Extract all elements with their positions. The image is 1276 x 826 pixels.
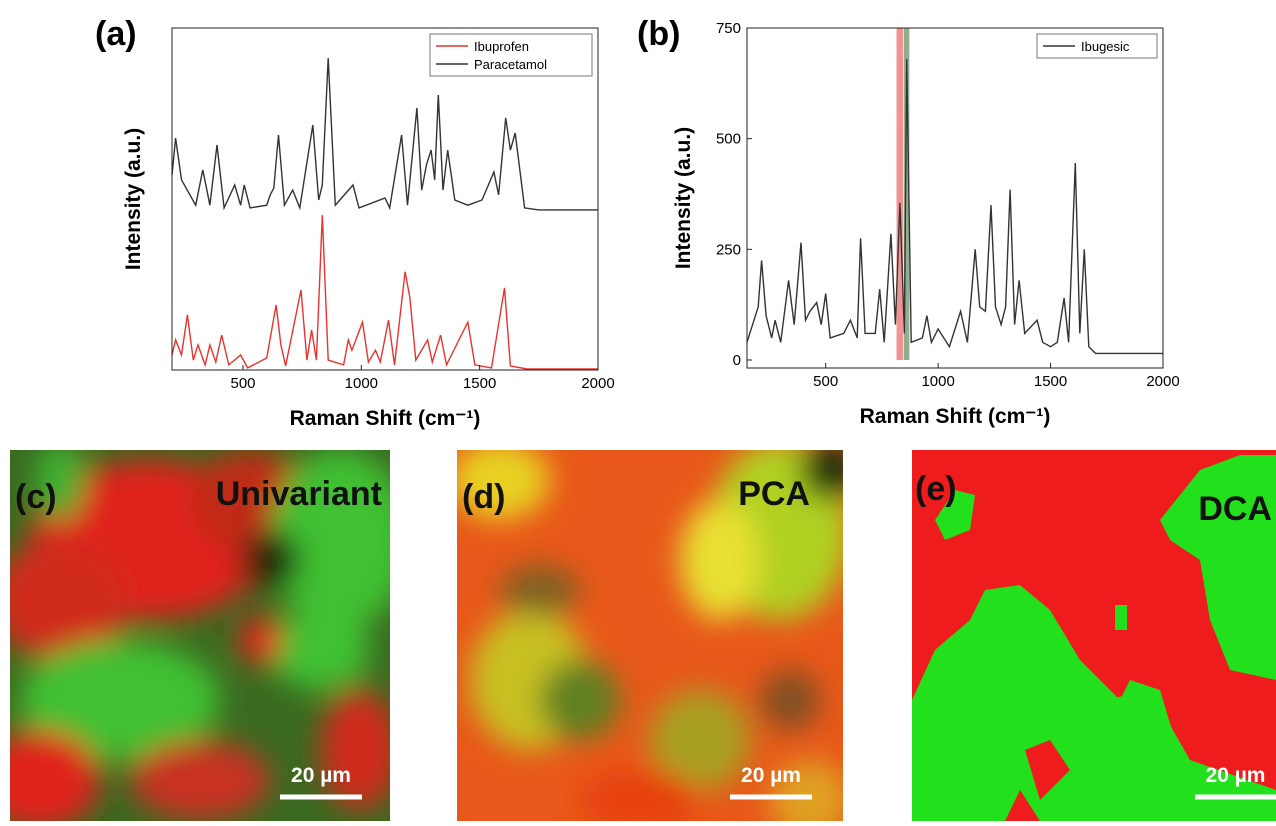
y-tick-label: 500: [716, 131, 741, 148]
legend-label: Paracetamol: [474, 57, 547, 72]
panel-label: (c): [15, 478, 57, 516]
spectrum-line: [172, 215, 598, 369]
y-axis-label: Intensity (a.u.): [122, 128, 145, 270]
x-tick-label: 2000: [581, 375, 614, 392]
figure: 500 1000 1500 2000 Raman Shift (cm⁻¹) Intensi…: [0, 0, 1276, 821]
y-axis-label: Intensity (a.u.): [672, 127, 695, 269]
y-tick-label: 250: [716, 241, 741, 258]
spectrum-line: [172, 58, 598, 210]
panel-title: DCA: [1198, 490, 1272, 528]
x-axis-label: Raman Shift (cm⁻¹): [290, 407, 481, 430]
x-tick-label: 1500: [1034, 373, 1067, 390]
scale-label: 20 µm: [1206, 764, 1266, 787]
panel-label: (e): [915, 470, 957, 508]
x-tick-label: 500: [813, 373, 838, 390]
x-tick-label: 1000: [921, 373, 954, 390]
panel-title: Univariant: [216, 475, 382, 513]
x-tick-label: 500: [230, 375, 255, 392]
y-tick-label: 750: [716, 20, 741, 37]
panel-title: PCA: [738, 475, 810, 513]
spectrum-line: [747, 59, 1163, 353]
legend-label: Ibuprofen: [474, 39, 529, 54]
legend-label: Ibugesic: [1081, 39, 1130, 54]
x-axis-label: Raman Shift (cm⁻¹): [860, 405, 1051, 428]
scale-label: 20 µm: [741, 764, 801, 787]
y-tick-label: 0: [733, 352, 741, 369]
panel-label: (b): [637, 15, 680, 53]
panel-label: (a): [95, 15, 137, 53]
highlight-band: [897, 28, 904, 360]
panel-label: (d): [462, 478, 505, 516]
scale-label: 20 µm: [291, 764, 351, 787]
x-tick-label: 1500: [463, 375, 496, 392]
plot-frame: [747, 28, 1163, 368]
x-tick-label: 1000: [345, 375, 378, 392]
x-tick-label: 2000: [1146, 373, 1179, 390]
